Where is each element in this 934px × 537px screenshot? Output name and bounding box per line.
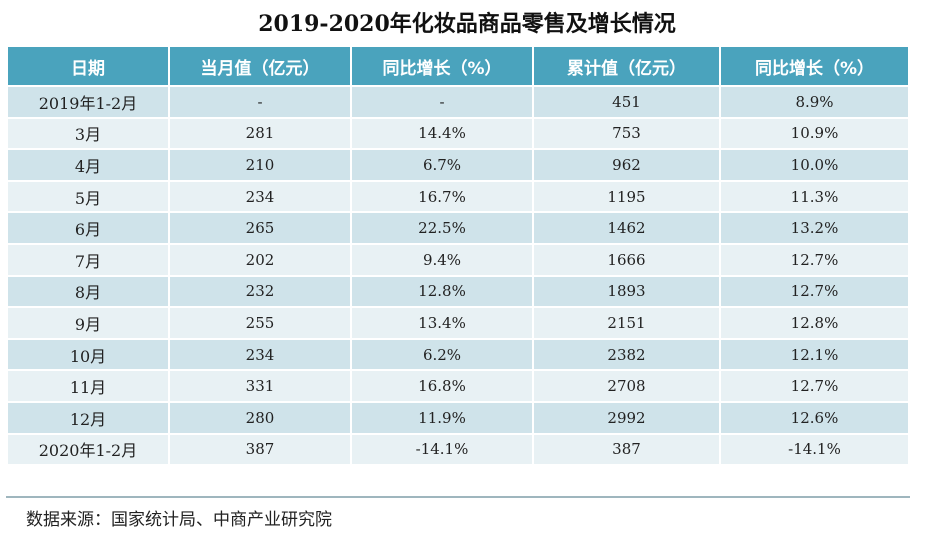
table-cell: 12.7%	[721, 371, 908, 401]
table-cell: 12.8%	[352, 276, 532, 307]
column-header-monthly-growth: 同比增长（%）	[352, 47, 532, 85]
header-row: 日期 当月值（亿元） 同比增长（%） 累计值（亿元） 同比增长（%）	[8, 47, 908, 85]
table-cell: 2019年1-2月	[8, 87, 168, 117]
table-cell: 9.4%	[352, 244, 532, 275]
table-cell: -	[352, 87, 532, 117]
table-cell: 12月	[8, 402, 168, 433]
table-cell: 11.3%	[721, 181, 908, 212]
table-cell: 4月	[8, 150, 168, 180]
table-title: 2019-2020年化妆品商品零售及增长情况	[258, 11, 676, 37]
table-cell: 265	[170, 213, 350, 243]
table-cell: 10月	[8, 339, 168, 370]
table-row: 12月 280 11.9% 2992 12.6%	[8, 402, 908, 433]
table-row: 6月 265 22.5% 1462 13.2%	[8, 213, 908, 243]
table-cell: 12.8%	[721, 308, 908, 338]
table-cell: -14.1%	[352, 434, 532, 465]
table-cell: 11月	[8, 371, 168, 401]
column-header-date: 日期	[8, 47, 168, 85]
table-cell: 387	[170, 434, 350, 465]
table-row: 4月 210 6.7% 962 10.0%	[8, 150, 908, 180]
retail-table: 日期 当月值（亿元） 同比增长（%） 累计值（亿元） 同比增长（%） 2019年…	[6, 45, 910, 466]
table-cell: 1893	[534, 276, 719, 307]
table-cell: 6.2%	[352, 339, 532, 370]
table-cell: 10.9%	[721, 118, 908, 149]
table-cell: 6.7%	[352, 150, 532, 180]
table-cell: 1195	[534, 181, 719, 212]
table-cell: 12.7%	[721, 244, 908, 275]
table-cell: 11.9%	[352, 402, 532, 433]
table-cell: 12.6%	[721, 402, 908, 433]
table-cell: 9月	[8, 308, 168, 338]
table-cell: -14.1%	[721, 434, 908, 465]
table-cell: 281	[170, 118, 350, 149]
table-cell: 12.1%	[721, 339, 908, 370]
table-cell: 753	[534, 118, 719, 149]
table-row: 9月 255 13.4% 2151 12.8%	[8, 308, 908, 338]
table-cell: 1462	[534, 213, 719, 243]
table-cell: 2020年1-2月	[8, 434, 168, 465]
source-note: 数据来源：国家统计局、中商产业研究院	[26, 510, 332, 530]
table-cell: 10.0%	[721, 150, 908, 180]
table-cell: 13.2%	[721, 213, 908, 243]
table-cell: 451	[534, 87, 719, 117]
table-cell: 13.4%	[352, 308, 532, 338]
table-cell: 3月	[8, 118, 168, 149]
column-header-monthly-value: 当月值（亿元）	[170, 47, 350, 85]
table-row: 8月 232 12.8% 1893 12.7%	[8, 276, 908, 307]
table-cell: 202	[170, 244, 350, 275]
column-header-cumulative-value: 累计值（亿元）	[534, 47, 719, 85]
table-cell: 16.8%	[352, 371, 532, 401]
bottom-rule	[6, 496, 910, 498]
table-cell: 234	[170, 181, 350, 212]
table-cell: 14.4%	[352, 118, 532, 149]
table-cell: 255	[170, 308, 350, 338]
table-row: 3月 281 14.4% 753 10.9%	[8, 118, 908, 149]
table-cell: 2382	[534, 339, 719, 370]
table-cell: 232	[170, 276, 350, 307]
table-cell: 2151	[534, 308, 719, 338]
table-row: 11月 331 16.8% 2708 12.7%	[8, 371, 908, 401]
table-cell: 8月	[8, 276, 168, 307]
table-cell: 2708	[534, 371, 719, 401]
table-cell: 5月	[8, 181, 168, 212]
column-header-cumulative-growth: 同比增长（%）	[721, 47, 908, 85]
table-cell: 6月	[8, 213, 168, 243]
table-row: 2019年1-2月 - -451 8.9%	[8, 87, 908, 117]
table-cell: 7月	[8, 244, 168, 275]
table-cell: 8.9%	[721, 87, 908, 117]
table-cell: 331	[170, 371, 350, 401]
table-body: 2019年1-2月 - -451 8.9% 3月 281 14.4% 753 10.9% 4月 21…	[8, 87, 908, 465]
table-cell: 12.7%	[721, 276, 908, 307]
table-row: 5月 234 16.7% 1195 11.3%	[8, 181, 908, 212]
table-cell: 1666	[534, 244, 719, 275]
table-row: 10月 234 6.2% 2382 12.1%	[8, 339, 908, 370]
table-row: 2020年1-2月 387 -14.1% 387 -14.1%	[8, 434, 908, 465]
table-row: 7月 202 9.4% 1666 12.7%	[8, 244, 908, 275]
table-cell: 210	[170, 150, 350, 180]
table-cell: 387	[534, 434, 719, 465]
table-cell: 22.5%	[352, 213, 532, 243]
table-cell: -	[170, 87, 350, 117]
table-cell: 2992	[534, 402, 719, 433]
table-cell: 16.7%	[352, 181, 532, 212]
table-cell: 962	[534, 150, 719, 180]
table-cell: 280	[170, 402, 350, 433]
table-cell: 234	[170, 339, 350, 370]
